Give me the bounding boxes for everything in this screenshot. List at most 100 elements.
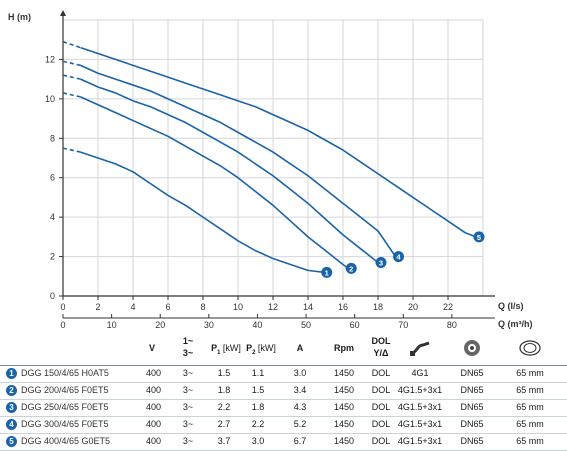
cell-dn: DN65 bbox=[460, 368, 484, 378]
curve-5 bbox=[80, 46, 477, 238]
cell-mm: 65 mm bbox=[516, 368, 544, 378]
cell-dol: DOL bbox=[371, 419, 391, 429]
axes bbox=[59, 10, 495, 319]
row-number-badge: 1 bbox=[6, 368, 17, 379]
cell-phase: 3~ bbox=[182, 419, 194, 429]
model-name: DGG 300/4/65 F0ET5 bbox=[21, 419, 109, 429]
curve-4 bbox=[80, 64, 397, 258]
curve-badge-label-3: 3 bbox=[379, 258, 383, 267]
curve-badge-label-2: 2 bbox=[349, 264, 353, 273]
model-name: DGG 150/4/65 H0AT5 bbox=[21, 368, 109, 378]
cell-dol: DOL bbox=[371, 402, 391, 412]
cell-cable: 4G1 bbox=[411, 368, 429, 378]
row-divider bbox=[0, 416, 567, 417]
row-divider bbox=[0, 399, 567, 400]
row-number-badge: 3 bbox=[6, 402, 17, 413]
curve-badge-4 bbox=[393, 251, 404, 263]
cell-cable: 4G1.5+3x1 bbox=[397, 385, 443, 395]
curve-badge-5 bbox=[473, 231, 485, 243]
table-row: 4 DGG 300/4/65 F0ET5 400 3~ 2.7 2.2 5.2 1450 DOL… bbox=[0, 417, 567, 434]
table-row: 1 DGG 150/4/65 H0AT5 400 3~ 1.5 1.1 3.0 1450 DOL… bbox=[0, 366, 567, 383]
x-tick-label: 20 bbox=[408, 302, 418, 312]
cell-mm: 65 mm bbox=[516, 436, 544, 446]
cell-mm: 65 mm bbox=[516, 385, 544, 395]
y-tick-label: 10 bbox=[45, 94, 55, 104]
cell-phase: 3~ bbox=[182, 385, 194, 395]
cell-p2: 2.2 bbox=[251, 419, 265, 429]
table-row: 3 DGG 250/4/65 F0ET5 400 3~ 2.2 1.8 4.3 1450 DOL… bbox=[0, 400, 567, 417]
x2-tick-label: 50 bbox=[301, 320, 311, 330]
x-tick-label: 14 bbox=[303, 302, 313, 312]
y-tick-label: 0 bbox=[50, 291, 55, 301]
cell-rpm: 1450 bbox=[333, 385, 355, 395]
cell-v: 400 bbox=[146, 402, 162, 412]
header-amps: A bbox=[296, 343, 304, 353]
cell-p2: 1.8 bbox=[251, 402, 265, 412]
cell-dol: DOL bbox=[371, 385, 391, 395]
x-tick-label: 18 bbox=[373, 302, 383, 312]
x-tick-label: 10 bbox=[233, 302, 243, 312]
x2-tick-label: 30 bbox=[204, 320, 214, 330]
table-row: 2 DGG 200/4/65 F0ET5 400 3~ 1.8 1.5 3.4 1450 DOL… bbox=[0, 383, 567, 400]
curve-badge-label-5: 5 bbox=[477, 233, 481, 242]
x2-tick-label: 80 bbox=[447, 320, 457, 330]
model-name: DGG 400/4/65 G0ET5 bbox=[21, 436, 111, 446]
cell-p1: 1.5 bbox=[217, 368, 231, 378]
y-axis-arrow bbox=[60, 10, 66, 16]
x2-tick-label: 70 bbox=[398, 320, 408, 330]
cell-mm: 65 mm bbox=[516, 419, 544, 429]
cell-a: 6.7 bbox=[293, 436, 307, 446]
cell-phase: 3~ bbox=[182, 368, 194, 378]
curve-1 bbox=[80, 151, 324, 274]
cell-cable: 4G1.5+3x1 bbox=[397, 419, 443, 429]
x-tick-label: 2 bbox=[95, 302, 100, 312]
cell-rpm: 1450 bbox=[333, 436, 355, 446]
curves bbox=[62, 40, 477, 274]
x2-tick-label: 20 bbox=[155, 320, 165, 330]
cell-p1: 1.8 bbox=[217, 385, 231, 395]
curve-3 bbox=[80, 78, 379, 264]
x2-tick-label: 10 bbox=[107, 320, 117, 330]
table-header: V 1~ 3~ P1 [kW] P2 [kW] A Rpm DOL Y/Δ bbox=[0, 333, 567, 366]
cell-cable: 4G1.5+3x1 bbox=[397, 436, 443, 446]
model-name: DGG 200/4/65 F0ET5 bbox=[21, 385, 109, 395]
cell-dol: DOL bbox=[371, 368, 391, 378]
y-axis-title: H (m) bbox=[8, 12, 31, 22]
cell-a: 3.4 bbox=[293, 385, 307, 395]
curve-badge-3 bbox=[375, 256, 387, 268]
header-p1: P1 [kW] bbox=[211, 343, 241, 356]
cell-cable: 4G1.5+3x1 bbox=[397, 402, 443, 412]
header-voltage: V bbox=[148, 343, 155, 353]
curve-extrapolated-3 bbox=[62, 74, 81, 80]
cell-v: 400 bbox=[146, 419, 162, 429]
cell-mm: 65 mm bbox=[516, 402, 544, 412]
curve-extrapolated-2 bbox=[62, 92, 81, 98]
cell-v: 400 bbox=[146, 436, 162, 446]
header-p2: P2 [kW] bbox=[246, 343, 276, 356]
x-tick-label: 0 bbox=[60, 302, 65, 312]
y-tick-label: 8 bbox=[50, 133, 55, 143]
cell-rpm: 1450 bbox=[333, 368, 355, 378]
header-dol: DOL bbox=[371, 336, 391, 346]
cell-dol: DOL bbox=[371, 436, 391, 446]
x-axis-title: Q (l/s) bbox=[498, 301, 524, 311]
model-name: DGG 250/4/65 F0ET5 bbox=[21, 402, 109, 412]
x-tick-label: 8 bbox=[200, 302, 205, 312]
row-number-badge: 5 bbox=[6, 436, 17, 447]
y-tick-label: 4 bbox=[50, 212, 55, 222]
row-number-badge: 4 bbox=[6, 419, 17, 430]
x-tick-label: 16 bbox=[338, 302, 348, 312]
grid bbox=[63, 19, 484, 296]
cell-phase: 3~ bbox=[182, 402, 194, 412]
cell-dn: DN65 bbox=[460, 402, 484, 412]
x2-tick-label: 40 bbox=[252, 320, 262, 330]
curve-badge-2 bbox=[345, 262, 357, 274]
cell-p2: 3.0 bbox=[251, 436, 265, 446]
x2-tick-label: 0 bbox=[60, 320, 65, 330]
cell-phase: 3~ bbox=[182, 436, 194, 446]
curve-extrapolated-5 bbox=[62, 40, 81, 49]
x-tick-label: 22 bbox=[443, 302, 453, 312]
impeller-passage-icon bbox=[519, 340, 541, 356]
